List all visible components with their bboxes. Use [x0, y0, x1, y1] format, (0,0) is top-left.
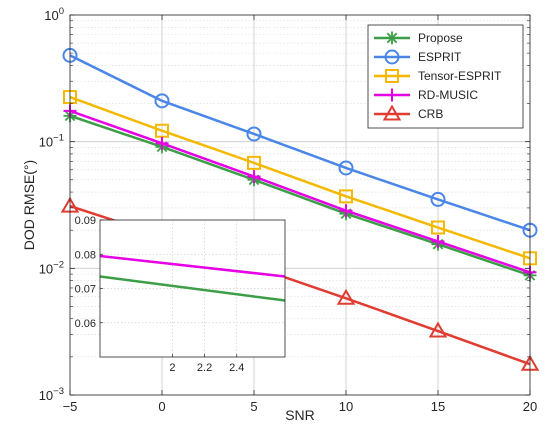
legend-item: RD-MUSIC [374, 88, 478, 102]
legend-label: Propose [418, 31, 463, 45]
y-tick-exponent: −1 [53, 133, 64, 144]
triangle-marker [428, 321, 448, 338]
legend-label: CRB [418, 107, 443, 121]
legend-item: Tensor-ESPRIT [374, 69, 502, 83]
plus-marker [339, 204, 353, 218]
y-tick-label: 10−3 [39, 386, 64, 403]
axes-frame [69, 14, 531, 396]
x-tick-label: 0 [158, 399, 165, 414]
plus-marker [385, 88, 399, 102]
circle-marker [384, 49, 400, 65]
circle-marker [338, 160, 354, 176]
triangle-marker [336, 288, 356, 305]
y-tick-exponent: −2 [53, 259, 64, 270]
x-axis-label: SNR [285, 407, 315, 423]
plus-marker [247, 170, 261, 184]
inset-x-tick-label: 2.2 [197, 362, 212, 374]
series-line [69, 114, 531, 277]
x-tick-label: 20 [523, 399, 537, 414]
square-marker [339, 189, 353, 204]
square-marker [155, 123, 169, 138]
x-tick-label: −5 [63, 399, 78, 414]
circle-marker [246, 126, 262, 142]
legend-item: CRB [374, 104, 443, 121]
legend: Propose ESPRIT Tensor-ESPRIT RD-MUSIC CRB [367, 24, 524, 129]
inset-x-tick-label: 2 [169, 362, 175, 374]
x-tick-label: 5 [250, 399, 257, 414]
y-tick-exponent: −3 [53, 386, 64, 397]
y-tick-label: 10−1 [39, 133, 64, 150]
y-tick-label: 10−2 [39, 259, 64, 276]
series-line [69, 54, 531, 232]
inset-x-tick-label: 2.4 [229, 362, 244, 374]
legend-label: RD-MUSIC [418, 88, 478, 102]
inset-series-rd-music [99, 254, 286, 278]
legend-label: Tensor-ESPRIT [418, 69, 502, 83]
plus-marker [431, 234, 445, 248]
series-line [69, 109, 531, 274]
y-tick-exponent: 0 [59, 6, 64, 17]
square-marker [385, 69, 399, 83]
y-tick-base: 10 [39, 261, 53, 276]
legend-label: ESPRIT [418, 50, 462, 64]
inset-y-tick-label: 0.06 [75, 318, 96, 330]
triangle-marker [382, 104, 402, 121]
inset-y-tick-label: 0.09 [75, 215, 96, 227]
legend-item: Propose [374, 31, 463, 45]
x-tick-label: 10 [339, 399, 353, 414]
plus-marker [155, 136, 169, 150]
y-axis-label: DOD RMSE(°) [21, 160, 37, 250]
circle-marker [154, 93, 170, 109]
y-tick-label: 100 [44, 6, 64, 23]
y-tick-base: 10 [44, 8, 58, 23]
y-tick-base: 10 [39, 135, 53, 150]
square-marker [247, 155, 261, 170]
inset-y-tick-label: 0.07 [75, 284, 96, 296]
asterisk-marker [385, 31, 399, 45]
square-marker [431, 220, 445, 235]
inset-series-propose [99, 275, 286, 302]
x-tick-label: 15 [431, 399, 445, 414]
series-line [69, 95, 531, 260]
legend-item: ESPRIT [374, 49, 462, 65]
circle-marker [430, 191, 446, 207]
inset-plot: 2 2.2 2.4 0.09 0.08 0.07 0.06 [75, 215, 286, 374]
inset-y-tick-label: 0.08 [75, 249, 96, 261]
y-tick-base: 10 [39, 388, 53, 403]
